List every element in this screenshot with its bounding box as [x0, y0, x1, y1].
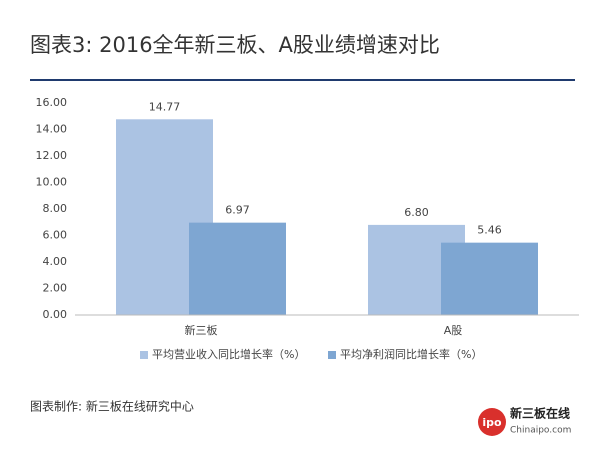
value-label: 14.77 — [149, 100, 181, 113]
value-label: 5.46 — [477, 224, 502, 237]
logo-site: Chinaipo.com — [510, 426, 571, 436]
value-label: 6.80 — [404, 206, 429, 219]
bar — [441, 242, 538, 315]
x-tick-label: 新三板 — [185, 323, 218, 337]
y-tick-label: 8.00 — [43, 202, 68, 215]
y-tick-label: 10.00 — [36, 176, 68, 189]
y-tick-label: 4.00 — [43, 255, 68, 268]
chart-title: 图表3: 2016全年新三板、A股业绩增速对比 — [30, 33, 440, 57]
legend-swatch — [140, 351, 148, 359]
logo-badge: ipo — [482, 416, 502, 429]
y-tick-label: 6.00 — [43, 229, 68, 242]
source-note: 图表制作: 新三板在线研究中心 — [30, 399, 194, 414]
y-tick-label: 16.00 — [36, 96, 68, 109]
legend-label: 平均净利润同比增长率（%） — [340, 347, 482, 361]
logo-badge-bg — [478, 408, 506, 436]
legend-label: 平均营业收入同比增长率（%） — [152, 347, 305, 361]
y-tick-label: 2.00 — [43, 282, 68, 295]
value-label: 6.97 — [225, 204, 250, 217]
x-tick-label: A股 — [444, 324, 463, 337]
logo: ipo 新三板在线 Chinaipo.com — [478, 406, 571, 436]
bar — [189, 222, 286, 315]
logo-name: 新三板在线 — [510, 406, 570, 421]
y-tick-label: 0.00 — [43, 308, 68, 321]
y-tick-label: 14.00 — [36, 123, 68, 136]
y-tick-label: 12.00 — [36, 149, 68, 162]
legend-swatch — [328, 351, 336, 359]
